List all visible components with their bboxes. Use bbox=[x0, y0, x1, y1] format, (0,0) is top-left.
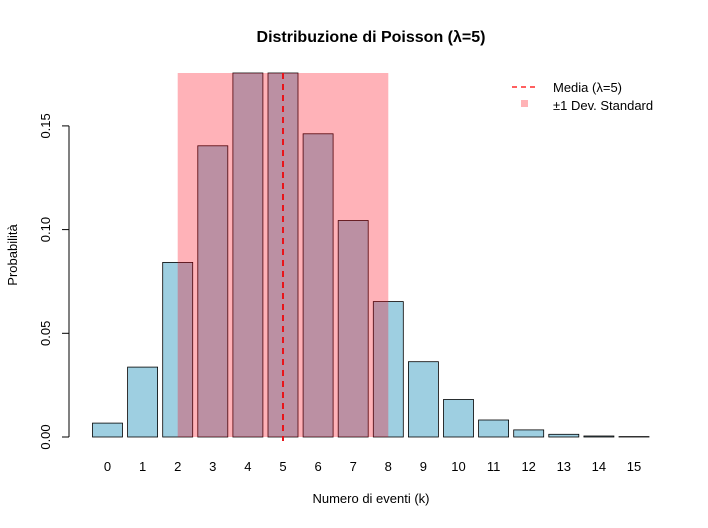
x-tick-label-13: 13 bbox=[557, 459, 571, 474]
y-tick-label-2: 0.10 bbox=[38, 217, 53, 242]
bar-k-4 bbox=[232, 72, 264, 438]
x-tick-label-11: 11 bbox=[487, 459, 501, 474]
y-tick-label-1: 0.05 bbox=[38, 321, 53, 346]
x-tick-label-6: 6 bbox=[314, 459, 321, 474]
bar-k-13 bbox=[548, 433, 580, 438]
x-tick-labels: 0 1 2 3 4 5 6 7 8 9 10 11 12 13 14 15 bbox=[104, 459, 641, 474]
bar-k-6 bbox=[302, 133, 334, 438]
y-tick-label-0: 0.00 bbox=[38, 424, 53, 449]
x-tick-label-4: 4 bbox=[244, 459, 251, 474]
x-tick-label-12: 12 bbox=[521, 459, 535, 474]
y-axis-title: Probabilità bbox=[5, 224, 20, 286]
chart-title: Distribuzione di Poisson (λ=5) bbox=[257, 29, 486, 46]
legend-std-symbol bbox=[521, 100, 528, 107]
bar-k-12 bbox=[513, 429, 545, 438]
x-tick-label-2: 2 bbox=[174, 459, 181, 474]
bar-k-14 bbox=[583, 435, 615, 438]
x-tick-label-7: 7 bbox=[350, 459, 357, 474]
bar-k-1 bbox=[127, 366, 158, 438]
x-tick-label-1: 1 bbox=[139, 459, 146, 474]
legend-mean-label: Media (λ=5) bbox=[553, 80, 622, 95]
x-tick-label-0: 0 bbox=[104, 459, 111, 474]
legend-std-label: ±1 Dev. Standard bbox=[553, 98, 653, 113]
x-tick-label-10: 10 bbox=[451, 459, 465, 474]
bar-k-7 bbox=[337, 220, 369, 438]
y-tick-label-3: 0.15 bbox=[38, 113, 53, 138]
x-tick-label-3: 3 bbox=[209, 459, 216, 474]
x-axis-title: Numero di eventi (k) bbox=[312, 491, 429, 506]
bar-k-11 bbox=[478, 419, 510, 438]
x-tick-label-8: 8 bbox=[385, 459, 392, 474]
bar-k-0 bbox=[92, 422, 123, 438]
x-tick-label-9: 9 bbox=[420, 459, 427, 474]
y-axis: 0.00 0.05 0.10 0.15 bbox=[38, 113, 70, 450]
bar-k-8 bbox=[372, 301, 404, 438]
bar-k-10 bbox=[443, 399, 474, 438]
x-tick-label-14: 14 bbox=[592, 459, 606, 474]
bar-k-9 bbox=[407, 361, 439, 438]
bar-k-3 bbox=[197, 145, 229, 438]
x-tick-label-15: 15 bbox=[627, 459, 641, 474]
bar-k-2 bbox=[162, 261, 194, 438]
legend: Media (λ=5) ±1 Dev. Standard bbox=[512, 80, 653, 113]
x-tick-label-5: 5 bbox=[279, 459, 286, 474]
